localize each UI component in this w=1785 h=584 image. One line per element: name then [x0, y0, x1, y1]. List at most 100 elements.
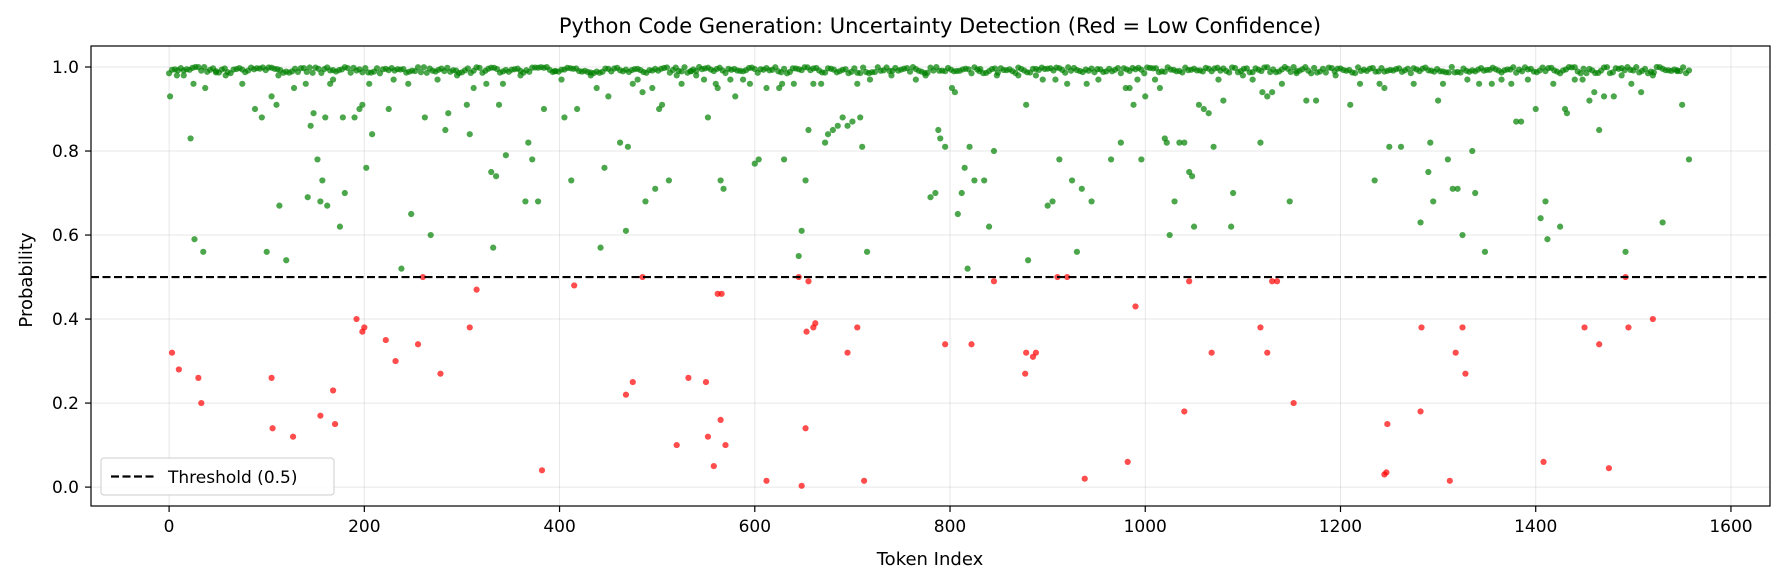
data-point-high	[1171, 198, 1178, 205]
data-point-high	[1308, 70, 1315, 77]
data-point-high	[857, 114, 864, 121]
data-point-high	[476, 64, 483, 71]
data-point-low	[1596, 341, 1603, 348]
data-point-low	[195, 374, 202, 381]
data-point-low	[722, 441, 729, 449]
data-point-high	[1638, 89, 1645, 96]
data-point-high	[1134, 76, 1141, 83]
data-point-high	[470, 84, 477, 92]
data-point-high	[1449, 185, 1456, 192]
data-point-high	[971, 177, 978, 184]
data-point-high	[1596, 126, 1603, 134]
data-point-high	[1563, 110, 1571, 117]
data-point-high	[442, 126, 449, 134]
data-point-high	[732, 93, 739, 100]
data-point-high	[339, 114, 346, 121]
data-point-low	[1064, 273, 1071, 281]
data-point-high	[688, 68, 695, 75]
data-point-low	[269, 425, 276, 432]
data-point-high	[818, 80, 825, 87]
data-point-low	[702, 378, 710, 386]
data-point-high	[1287, 68, 1294, 75]
data-point-high	[1386, 143, 1393, 150]
data-point-high	[534, 198, 542, 205]
data-point-high	[359, 101, 366, 108]
data-point-high	[1472, 189, 1479, 197]
data-point-high	[1130, 101, 1137, 108]
data-point-high	[309, 69, 316, 76]
data-point-high	[414, 64, 422, 71]
data-point-low	[802, 425, 809, 432]
plot-frame	[90, 45, 1771, 507]
data-point-high	[314, 156, 321, 163]
data-point-low	[1273, 278, 1281, 285]
data-point-high	[1577, 70, 1584, 77]
data-point-high	[1166, 231, 1173, 239]
data-point-high	[844, 122, 851, 129]
data-point-high	[993, 72, 1000, 79]
data-point-high	[502, 152, 509, 159]
data-point-high	[1439, 80, 1447, 87]
data-point-high	[1448, 63, 1455, 71]
data-point-high	[187, 135, 194, 142]
data-point-high	[1189, 173, 1196, 180]
data-point-high	[276, 202, 283, 209]
data-point-high	[1679, 101, 1686, 108]
data-point-high	[1481, 248, 1489, 255]
data-point-high	[1513, 118, 1520, 125]
data-point-high	[1571, 76, 1578, 83]
data-point-high	[780, 65, 788, 72]
data-point-low	[704, 433, 712, 440]
data-point-high	[445, 110, 452, 117]
data-point-high	[1444, 156, 1451, 163]
data-point-high	[173, 72, 181, 79]
legend: Threshold (0.5)	[100, 457, 335, 496]
data-point-high	[693, 72, 700, 79]
data-point-low	[1032, 349, 1040, 356]
data-point-high	[390, 76, 397, 83]
data-point-high	[517, 72, 524, 79]
data-point-high	[522, 198, 529, 205]
data-point-high	[1190, 223, 1198, 230]
data-point-high	[1220, 97, 1227, 104]
data-point-high	[1488, 80, 1495, 87]
data-point-high	[1542, 198, 1549, 205]
y-axis-ticks: 0.0 0.2 0.4 0.6 0.8 1.0	[52, 58, 91, 498]
data-point-high	[1659, 219, 1666, 226]
data-point-low	[353, 315, 360, 323]
y-tick-label: 0.6	[52, 226, 79, 246]
grid	[91, 46, 1770, 506]
x-tick-label: 600	[739, 517, 771, 537]
data-point-high	[493, 173, 500, 180]
data-point-high	[1537, 215, 1544, 222]
data-point-high	[1311, 64, 1318, 72]
data-point-high	[317, 198, 324, 205]
data-point-high	[453, 72, 461, 79]
data-point-high	[525, 139, 532, 146]
x-tick-label: 400	[543, 517, 575, 537]
data-point-high	[673, 72, 680, 79]
data-point-low	[1383, 469, 1390, 476]
data-point-high	[434, 76, 441, 83]
data-point-high	[616, 139, 624, 146]
data-point-low	[1269, 278, 1276, 285]
y-tick-label: 1.0	[52, 58, 79, 78]
data-point-low	[175, 366, 182, 373]
data-point-high	[1114, 64, 1122, 72]
data-point-high	[821, 139, 829, 146]
data-point-high	[1445, 69, 1452, 76]
data-point-high	[624, 143, 631, 150]
data-point-low	[685, 374, 692, 381]
data-point-high	[322, 114, 329, 121]
data-point-low	[198, 399, 205, 407]
data-point-high	[310, 110, 317, 117]
data-point-high	[222, 72, 229, 79]
data-point-high	[937, 135, 944, 142]
data-point-high	[307, 122, 314, 129]
data-point-high	[1286, 198, 1293, 205]
data-point-high	[1141, 70, 1148, 77]
data-point-high	[1023, 101, 1030, 108]
data-point-low	[437, 370, 444, 377]
data-point-high	[1508, 80, 1515, 87]
data-point-low	[639, 273, 646, 281]
